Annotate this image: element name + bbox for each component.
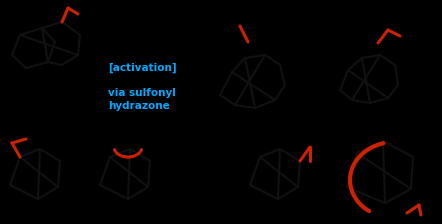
- Text: via sulfonyl
hydrazone: via sulfonyl hydrazone: [108, 88, 176, 111]
- Text: [activation]: [activation]: [108, 63, 177, 73]
